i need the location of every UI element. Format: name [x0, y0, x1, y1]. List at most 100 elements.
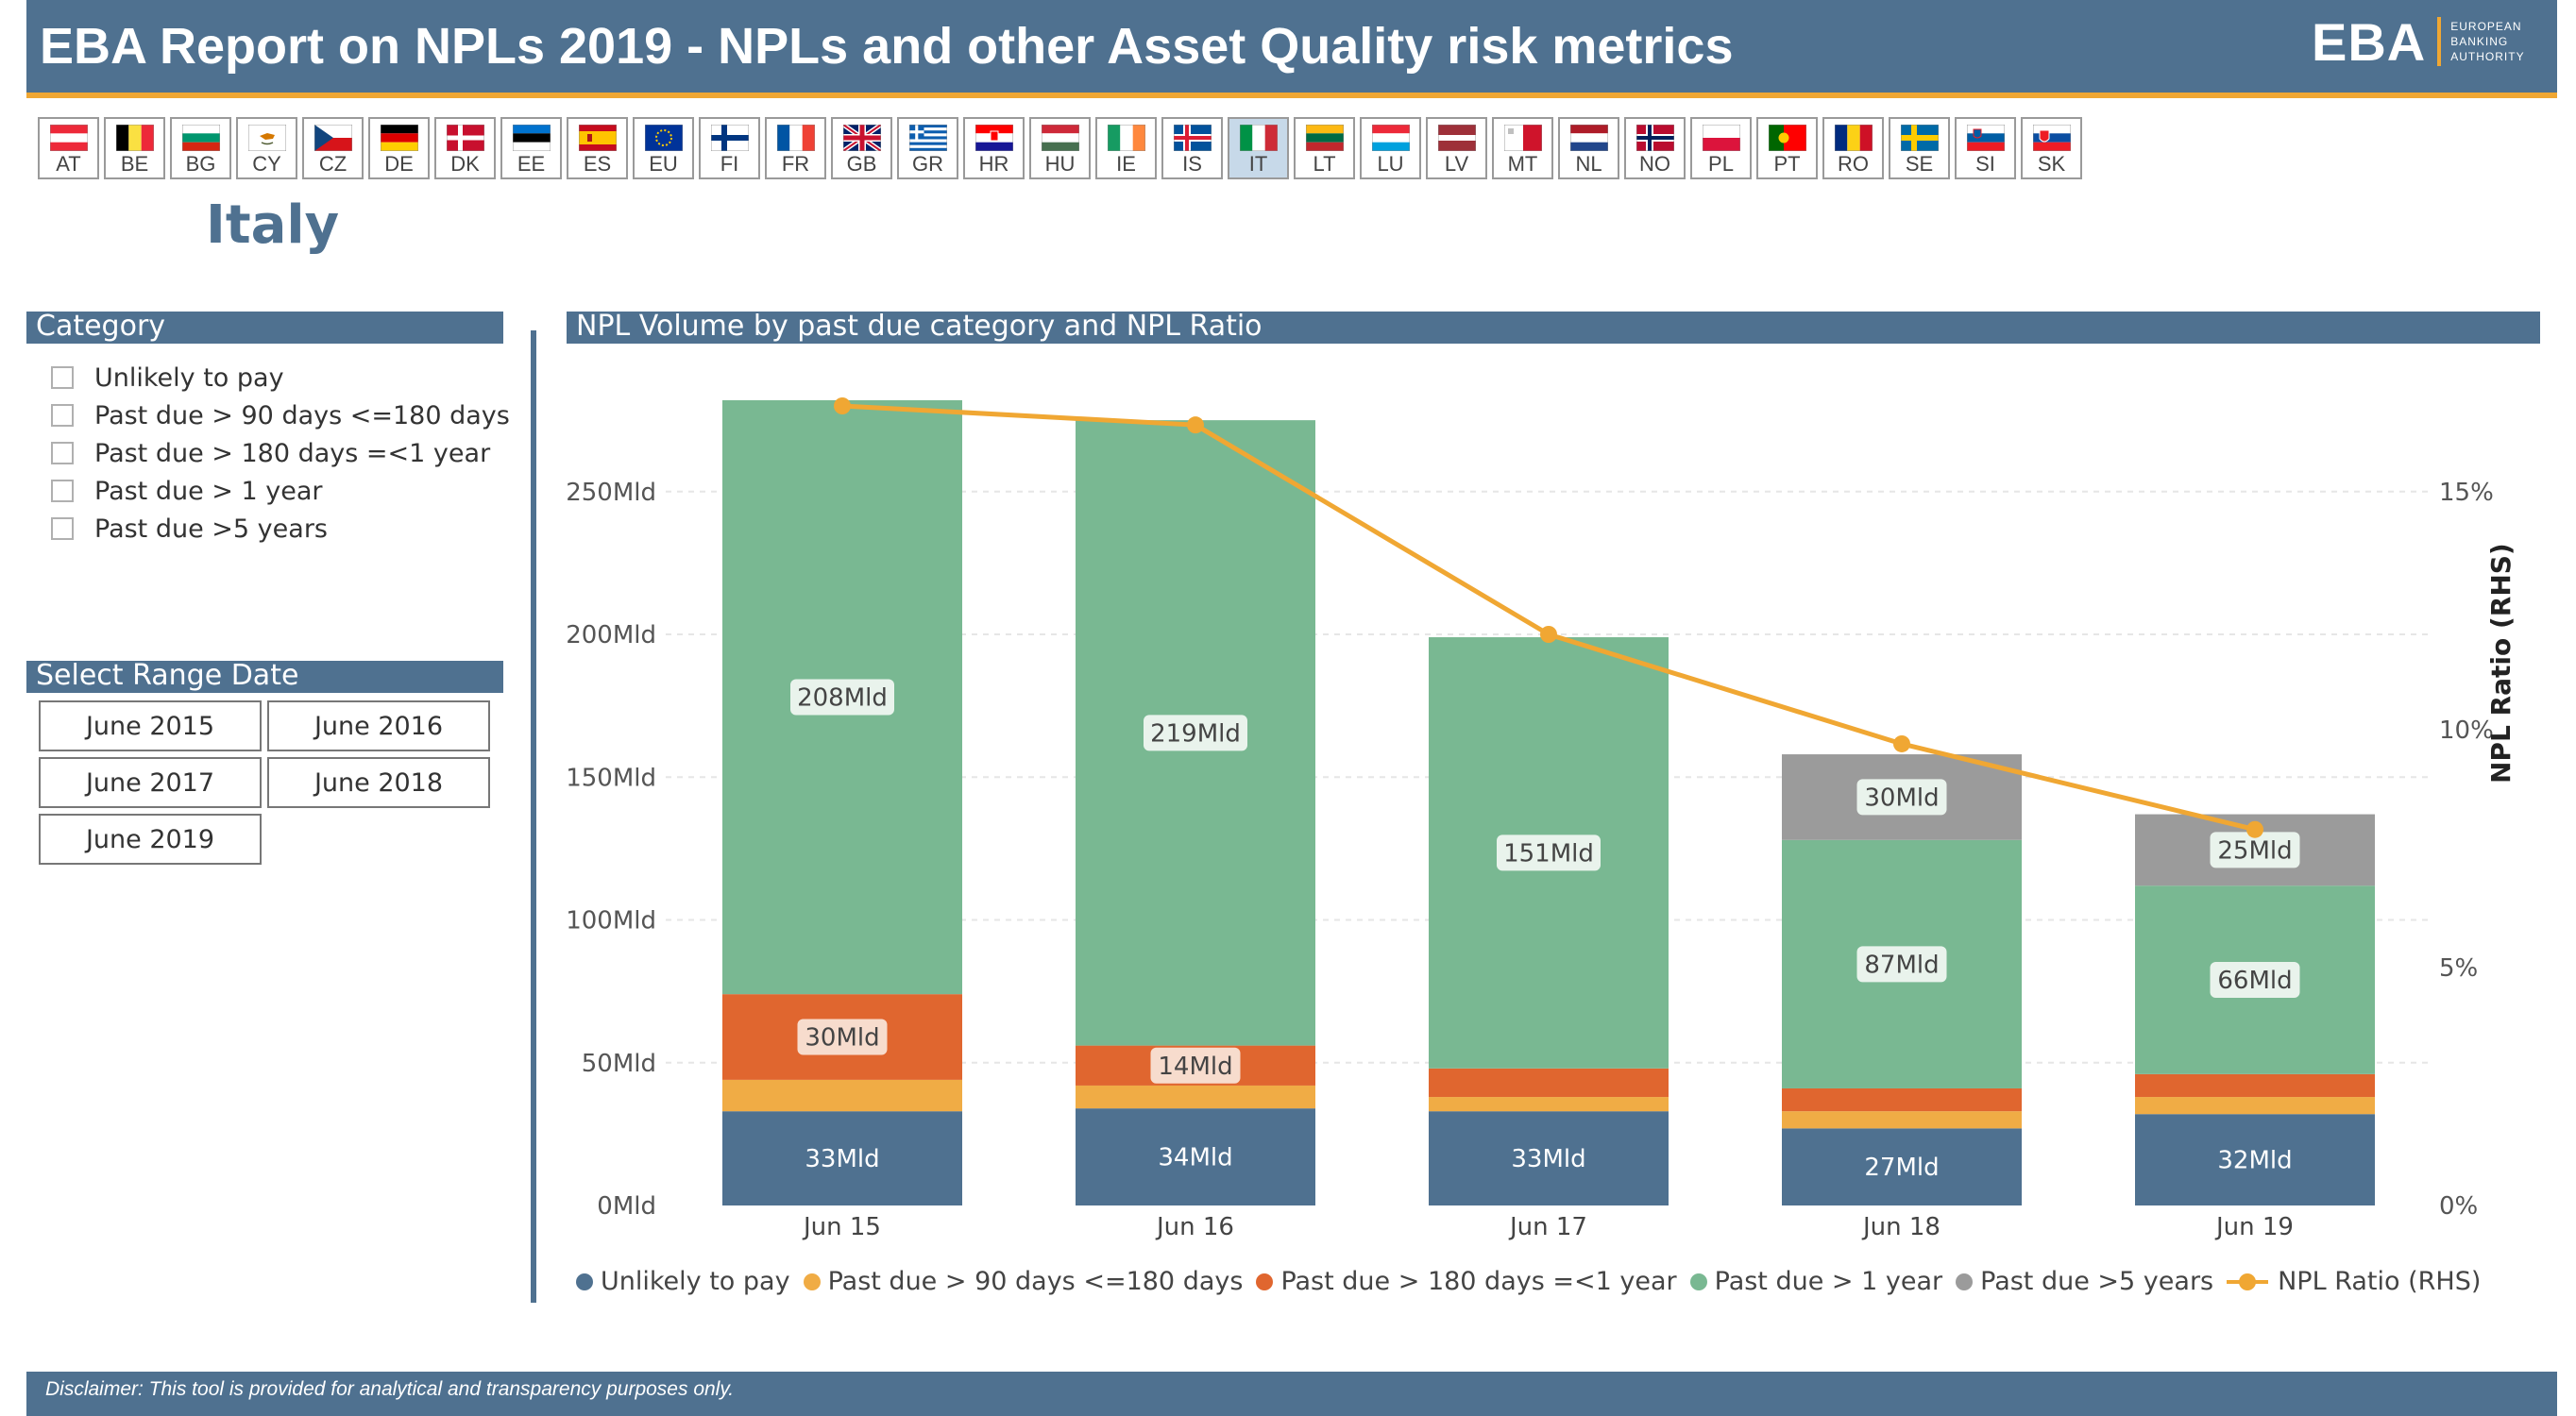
npl-ratio-point	[1187, 416, 1204, 434]
category-option-label: Past due > 1 year	[94, 476, 323, 506]
bar-segment	[1782, 1111, 2022, 1129]
country-button-fr[interactable]: FR	[765, 117, 826, 179]
data-label: 219Mld	[1150, 719, 1241, 748]
selected-country-name: Italy	[206, 194, 340, 256]
category-option[interactable]: Past due > 90 days <=180 days	[51, 396, 510, 434]
bar-segment	[1429, 1111, 1669, 1205]
country-button-ro[interactable]: RO	[1822, 117, 1884, 179]
country-code: BG	[185, 152, 216, 176]
country-button-cz[interactable]: CZ	[302, 117, 364, 179]
category-panel-title: Category	[26, 312, 503, 344]
country-button-gb[interactable]: GB	[831, 117, 892, 179]
data-label: 33Mld	[1511, 1145, 1585, 1173]
checkbox[interactable]	[51, 404, 74, 427]
country-button-hu[interactable]: HU	[1029, 117, 1091, 179]
country-button-no[interactable]: NO	[1624, 117, 1686, 179]
country-button-fi[interactable]: FI	[699, 117, 760, 179]
country-button-si[interactable]: SI	[1955, 117, 2016, 179]
data-label: 27Mld	[1864, 1154, 1939, 1182]
bar-segment	[1782, 1128, 2022, 1205]
country-button-se[interactable]: SE	[1889, 117, 1950, 179]
logo-separator	[2437, 17, 2442, 66]
country-button-lu[interactable]: LU	[1360, 117, 1421, 179]
legend-label: Past due >5 years	[1980, 1267, 2214, 1296]
date-option-button[interactable]: June 2015	[39, 700, 262, 751]
legend-label: Unlikely to pay	[601, 1267, 790, 1296]
flag-fr-icon	[776, 125, 815, 151]
checkbox[interactable]	[51, 366, 74, 389]
legend-item[interactable]: NPL Ratio (RHS)	[2227, 1267, 2481, 1296]
country-button-nl[interactable]: NL	[1558, 117, 1619, 179]
y-right-tick-label: 0%	[2439, 1192, 2478, 1221]
header-accent-line	[26, 93, 2557, 98]
country-button-bg[interactable]: BG	[170, 117, 231, 179]
y-right-tick-label: 10%	[2439, 716, 2494, 745]
country-code: NO	[1639, 152, 1670, 176]
flag-dk-icon	[446, 125, 484, 151]
flag-hu-icon	[1041, 125, 1079, 151]
data-label: 25Mld	[2217, 836, 2292, 865]
country-button-mt[interactable]: MT	[1492, 117, 1553, 179]
legend-item[interactable]: Past due > 180 days =<1 year	[1256, 1267, 1677, 1296]
country-button-is[interactable]: IS	[1161, 117, 1223, 179]
category-option[interactable]: Unlikely to pay	[51, 359, 510, 396]
country-button-ie[interactable]: IE	[1095, 117, 1157, 179]
flag-es-icon	[578, 125, 617, 151]
legend-item[interactable]: Unlikely to pay	[576, 1267, 790, 1296]
country-button-cy[interactable]: CY	[236, 117, 297, 179]
country-button-be[interactable]: BE	[104, 117, 165, 179]
x-tick-label: Jun 19	[2214, 1213, 2294, 1241]
category-option-label: Past due >5 years	[94, 514, 328, 544]
country-code: GB	[846, 152, 877, 176]
country-button-ee[interactable]: EE	[500, 117, 562, 179]
country-button-at[interactable]: AT	[38, 117, 99, 179]
country-code: SI	[1975, 152, 1995, 176]
country-code: CY	[252, 152, 281, 176]
legend-label: Past due > 90 days <=180 days	[827, 1267, 1244, 1296]
country-button-pl[interactable]: PL	[1690, 117, 1752, 179]
country-button-sk[interactable]: SK	[2021, 117, 2082, 179]
category-option[interactable]: Past due > 1 year	[51, 472, 510, 510]
legend-item[interactable]: Past due > 1 year	[1689, 1267, 1943, 1296]
date-option-button[interactable]: June 2016	[267, 700, 490, 751]
flag-nl-icon	[1569, 125, 1608, 151]
category-option-label: Past due > 180 days =<1 year	[94, 438, 491, 468]
country-button-de[interactable]: DE	[368, 117, 430, 179]
category-option[interactable]: Past due >5 years	[51, 510, 510, 548]
category-option-label: Unlikely to pay	[94, 362, 284, 393]
country-button-lv[interactable]: LV	[1426, 117, 1487, 179]
country-button-lt[interactable]: LT	[1294, 117, 1355, 179]
date-option-button[interactable]: June 2018	[267, 757, 490, 808]
country-button-eu[interactable]: EU	[633, 117, 694, 179]
bar-segment	[2135, 1114, 2375, 1205]
country-button-dk[interactable]: DK	[434, 117, 496, 179]
x-tick-label: Jun 18	[1861, 1213, 1940, 1241]
flag-cz-icon	[314, 125, 352, 151]
checkbox[interactable]	[51, 517, 74, 540]
legend-label: Past due > 1 year	[1714, 1267, 1943, 1296]
country-button-gr[interactable]: GR	[897, 117, 958, 179]
legend-item[interactable]: Past due > 90 days <=180 days	[803, 1267, 1244, 1296]
country-code: EU	[649, 152, 678, 176]
data-label: 32Mld	[2217, 1147, 2292, 1175]
country-code: FI	[720, 152, 739, 176]
date-option-button[interactable]: June 2019	[39, 814, 262, 865]
bar-segment	[1076, 1108, 1315, 1205]
country-button-it[interactable]: IT	[1228, 117, 1289, 179]
country-button-hr[interactable]: HR	[963, 117, 1025, 179]
flag-it-icon	[1239, 125, 1278, 151]
country-code: PT	[1773, 152, 1801, 176]
x-tick-label: Jun 15	[802, 1213, 881, 1241]
country-code: SK	[2037, 152, 2066, 176]
date-option-button[interactable]: June 2017	[39, 757, 262, 808]
report-title: EBA Report on NPLs 2019 - NPLs and other…	[40, 18, 1734, 75]
category-filter-list: Unlikely to pay Past due > 90 days <=180 …	[51, 359, 510, 548]
checkbox[interactable]	[51, 480, 74, 502]
category-option[interactable]: Past due > 180 days =<1 year	[51, 434, 510, 472]
country-button-es[interactable]: ES	[567, 117, 628, 179]
country-button-pt[interactable]: PT	[1756, 117, 1818, 179]
legend-item[interactable]: Past due >5 years	[1956, 1267, 2213, 1296]
checkbox[interactable]	[51, 442, 74, 464]
country-code: IE	[1116, 152, 1136, 176]
flag-at-icon	[49, 125, 88, 151]
